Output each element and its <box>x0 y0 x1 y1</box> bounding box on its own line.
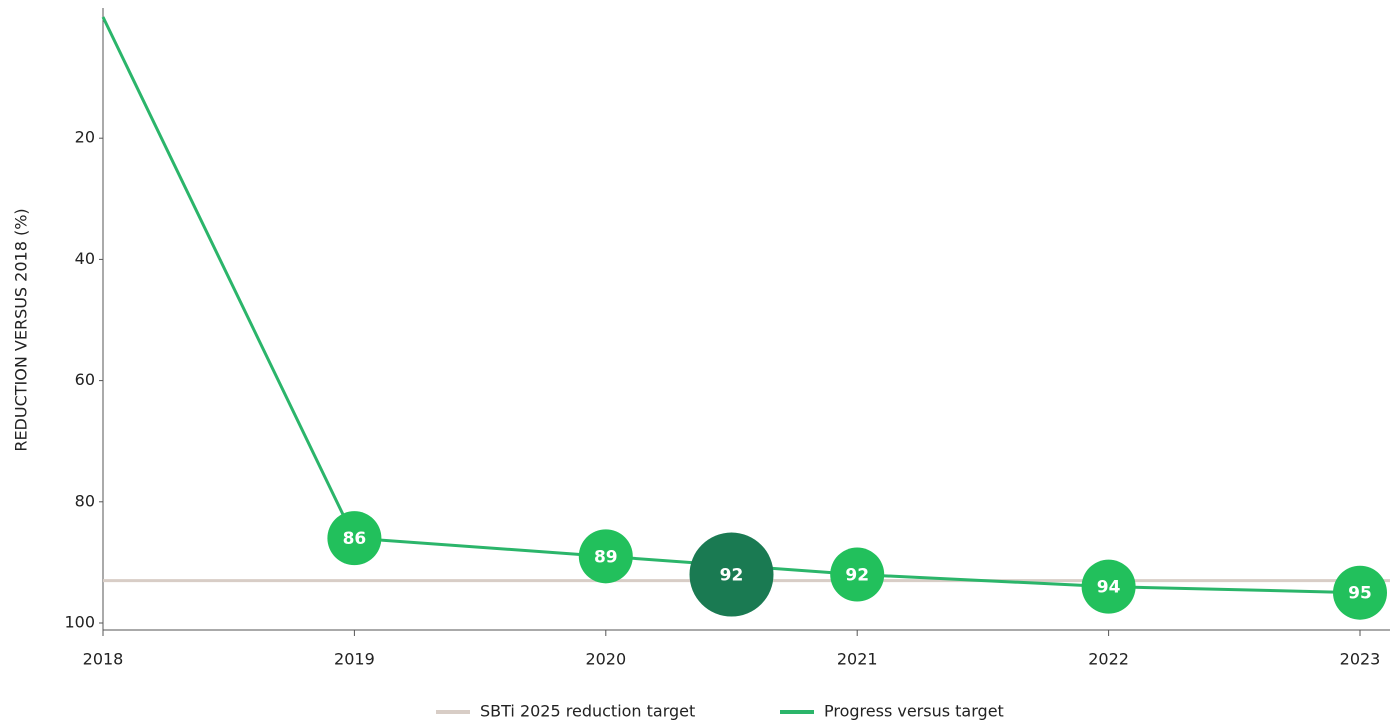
value-label: 95 <box>1348 584 1372 604</box>
y-tick-label: 80 <box>75 491 95 510</box>
value-label: 92 <box>845 566 869 586</box>
x-tick-label: 2018 <box>83 650 124 669</box>
highlight-label: 92 <box>720 566 744 586</box>
x-tick-label: 2019 <box>334 650 375 669</box>
legend-label: SBTi 2025 reduction target <box>480 702 695 721</box>
y-axis-label: REDUCTION VERSUS 2018 (%) <box>12 208 31 451</box>
value-label: 89 <box>594 547 618 567</box>
x-tick-label: 2020 <box>585 650 626 669</box>
y-tick-label: 100 <box>64 613 95 632</box>
y-tick-label: 60 <box>75 370 95 389</box>
value-bubble <box>830 547 885 602</box>
value-label: 94 <box>1097 578 1121 598</box>
value-bubble <box>327 511 382 566</box>
x-tick-label: 2021 <box>837 650 878 669</box>
progress-line <box>101 16 1361 595</box>
y-tick-label: 40 <box>75 249 95 268</box>
x-tick-label: 2023 <box>1340 650 1381 669</box>
highlight-bubble <box>689 532 774 617</box>
value-label: 86 <box>343 529 367 549</box>
value-bubble <box>1081 559 1136 614</box>
legend-label: Progress versus target <box>824 702 1004 721</box>
y-tick-label: 20 <box>75 128 95 147</box>
x-tick-label: 2022 <box>1088 650 1129 669</box>
value-bubble <box>578 529 633 584</box>
value-bubble <box>1333 565 1387 620</box>
